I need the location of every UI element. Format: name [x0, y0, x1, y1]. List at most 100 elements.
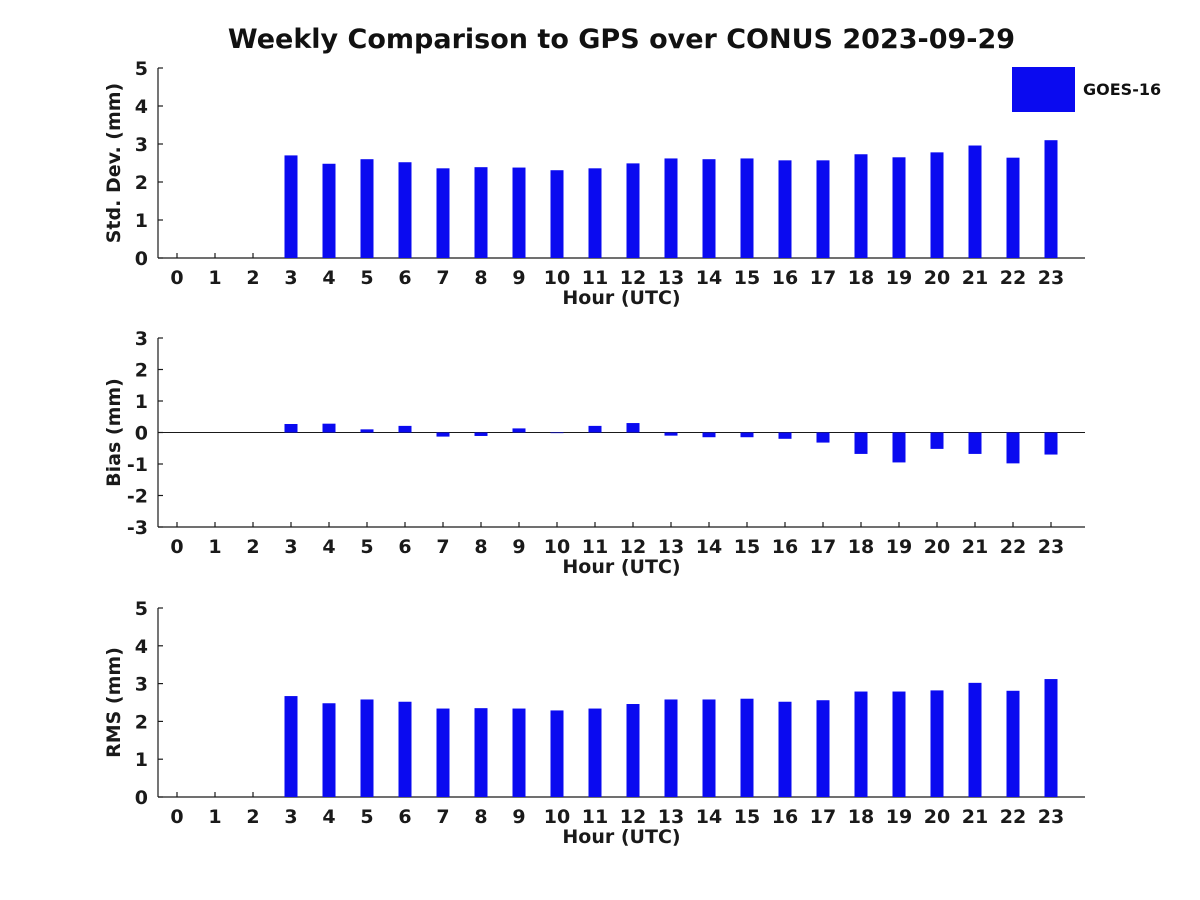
stddev-x-tick-label: 0 — [170, 267, 183, 289]
bias-y-tick-label: -1 — [127, 454, 148, 476]
bias-x-tick-label: 6 — [398, 536, 411, 558]
rms-x-tick-label: 22 — [1000, 806, 1026, 828]
rms-bar-h5 — [360, 699, 374, 797]
bias-bar-h7 — [436, 432, 450, 437]
stddev-bar-h8 — [474, 167, 488, 258]
stddev-bar-h15 — [740, 158, 754, 258]
bias-x-tick-label: 1 — [208, 536, 221, 558]
figure-title: Weekly Comparison to GPS over CONUS 2023… — [227, 24, 1016, 55]
bias-y-tick-label: 2 — [135, 360, 148, 382]
stddev-x-tick-label: 16 — [772, 267, 798, 289]
rms-x-tick-label: 7 — [436, 806, 449, 828]
rms-bar-h13 — [664, 699, 678, 797]
rms-bar-h17 — [816, 700, 830, 797]
stddev-x-tick-label: 23 — [1038, 267, 1064, 289]
stddev-bar-h10 — [550, 170, 564, 258]
stddev-bar-h14 — [702, 159, 716, 258]
legend-label-goes16: GOES-16 — [1083, 80, 1162, 99]
rms-y-tick-label: 4 — [135, 636, 148, 658]
stddev-bar-h11 — [588, 168, 602, 258]
bias-y-tick-label: -3 — [127, 517, 148, 539]
bias-bar-h22 — [1006, 432, 1020, 464]
rms-bar-h6 — [398, 701, 412, 797]
bias-bar-h21 — [968, 432, 982, 454]
stddev-x-tick-label: 15 — [734, 267, 760, 289]
stddev-x-tick-label: 18 — [848, 267, 874, 289]
bias-x-tick-label: 17 — [810, 536, 836, 558]
rms-x-tick-label: 0 — [170, 806, 183, 828]
rms-x-tick-label: 23 — [1038, 806, 1064, 828]
rms-y-tick-label: 0 — [135, 787, 148, 809]
bias-x-tick-label: 13 — [658, 536, 684, 558]
bias-x-tick-label: 8 — [474, 536, 487, 558]
stddev-x-tick-label: 7 — [436, 267, 449, 289]
stddev-x-tick-label: 12 — [620, 267, 646, 289]
rms-bar-h21 — [968, 682, 982, 797]
bias-x-tick-label: 11 — [582, 536, 608, 558]
stddev-bar-h16 — [778, 160, 792, 258]
bias-bar-h18 — [854, 432, 868, 454]
stddev-bar-h12 — [626, 163, 640, 258]
rms-y-tick-label: 3 — [135, 674, 148, 696]
stddev-bar-h6 — [398, 162, 412, 258]
stddev-x-tick-label: 20 — [924, 267, 950, 289]
bias-x-tick-label: 18 — [848, 536, 874, 558]
rms-x-tick-label: 21 — [962, 806, 988, 828]
stddev-x-tick-label: 11 — [582, 267, 608, 289]
stddev-bar-h17 — [816, 160, 830, 258]
stddev-ylabel: Std. Dev. (mm) — [103, 83, 125, 244]
bias-y-tick-label: -2 — [127, 486, 148, 508]
rms-xlabel: Hour (UTC) — [562, 826, 680, 848]
bias-bar-h4 — [322, 423, 336, 433]
legend-swatch-goes16 — [1012, 67, 1075, 112]
bias-x-tick-label: 4 — [322, 536, 335, 558]
rms-bar-h7 — [436, 708, 450, 797]
rms-x-tick-label: 6 — [398, 806, 411, 828]
rms-x-tick-label: 9 — [512, 806, 525, 828]
bias-ylabel: Bias (mm) — [103, 378, 125, 487]
rms-bar-h20 — [930, 690, 944, 797]
bias-bar-h3 — [284, 423, 298, 433]
rms-bar-h19 — [892, 691, 906, 797]
bias-bar-h23 — [1044, 432, 1058, 455]
legend: GOES-16 — [1012, 67, 1161, 112]
rms-bar-h22 — [1006, 690, 1020, 797]
bias-x-tick-label: 19 — [886, 536, 912, 558]
stddev-x-tick-label: 6 — [398, 267, 411, 289]
bias-x-tick-label: 21 — [962, 536, 988, 558]
bias-x-tick-label: 16 — [772, 536, 798, 558]
stddev-x-tick-label: 5 — [360, 267, 373, 289]
bias-bar-h9 — [512, 428, 526, 433]
bias-bar-h15 — [740, 432, 754, 438]
stddev-bar-h3 — [284, 155, 298, 258]
stddev-bar-h19 — [892, 157, 906, 258]
stddev-x-tick-label: 19 — [886, 267, 912, 289]
rms-bar-h8 — [474, 708, 488, 797]
bias-x-tick-label: 10 — [544, 536, 570, 558]
rms-y-tick-label: 2 — [135, 711, 148, 733]
rms-bar-h16 — [778, 701, 792, 797]
rms-bar-h3 — [284, 696, 298, 797]
stddev-x-tick-label: 9 — [512, 267, 525, 289]
bias-bar-h13 — [664, 432, 678, 436]
stddev-bar-h9 — [512, 167, 526, 258]
bias-x-tick-label: 9 — [512, 536, 525, 558]
stddev-bar-h22 — [1006, 157, 1020, 258]
rms-bar-h15 — [740, 698, 754, 797]
bias-bar-h20 — [930, 432, 944, 449]
rms-x-tick-label: 1 — [208, 806, 221, 828]
bias-bar-h17 — [816, 432, 830, 443]
rms-x-tick-label: 5 — [360, 806, 373, 828]
rms-x-tick-label: 4 — [322, 806, 335, 828]
bias-x-tick-label: 0 — [170, 536, 183, 558]
rms-x-tick-label: 10 — [544, 806, 570, 828]
bias-bar-h11 — [588, 425, 602, 433]
rms-bar-h12 — [626, 704, 640, 797]
stddev-x-tick-label: 3 — [284, 267, 297, 289]
stddev-x-tick-label: 4 — [322, 267, 335, 289]
rms-x-tick-label: 15 — [734, 806, 760, 828]
